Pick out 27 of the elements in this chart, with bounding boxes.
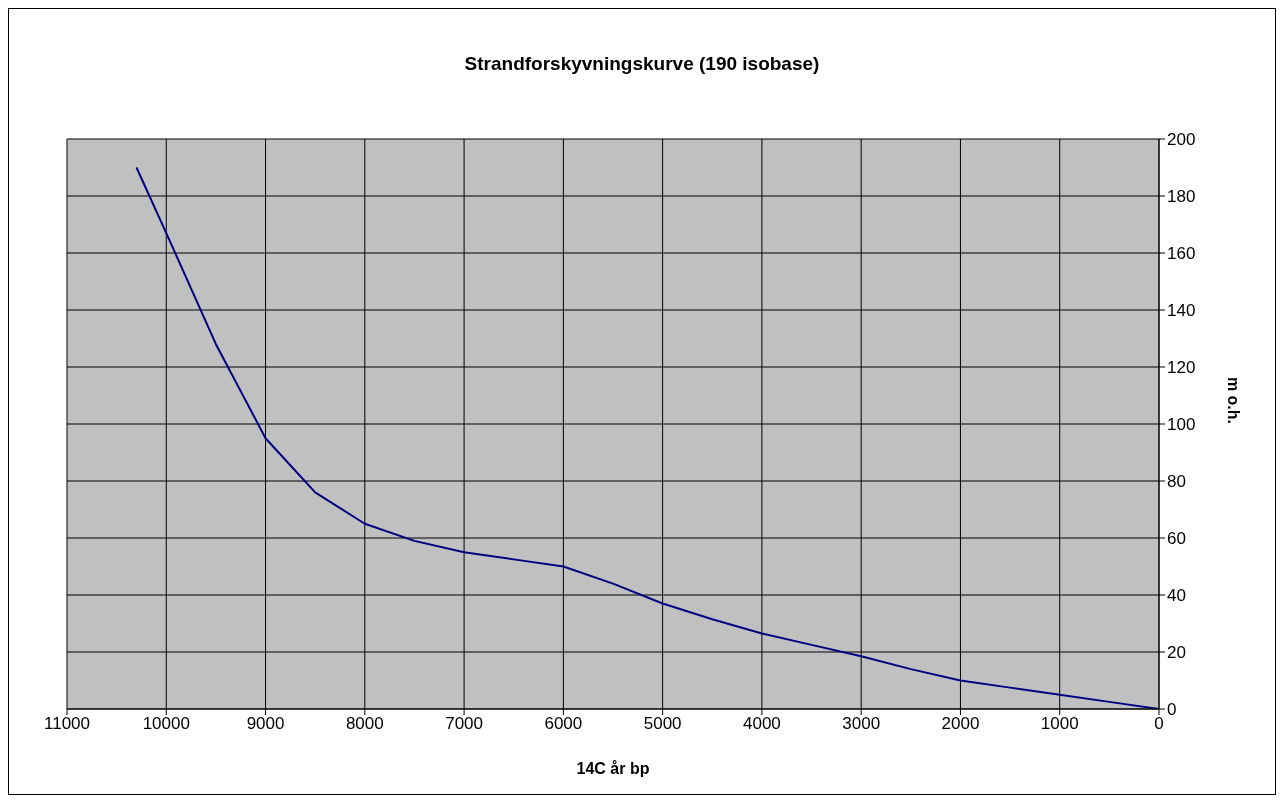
y-tick-label: 140	[1167, 301, 1196, 321]
x-tick-label: 8000	[345, 714, 384, 734]
y-axis-title: m o.h.	[1225, 376, 1243, 424]
x-tick-label: 1000	[1040, 714, 1079, 734]
y-tick-label: 180	[1167, 187, 1196, 207]
y-tick-label: 200	[1167, 130, 1196, 150]
x-tick-label: 2000	[941, 714, 980, 734]
x-tick-label: 10000	[142, 714, 190, 734]
y-tick-label: 40	[1167, 586, 1186, 606]
chart-title: Strandforskyvningskurve (190 isobase)	[463, 53, 821, 75]
x-axis-title: 14C år bp	[576, 760, 650, 777]
y-tick-label: 100	[1167, 415, 1196, 435]
x-tick-label: 4000	[743, 714, 781, 734]
x-tick-label: 6000	[544, 714, 583, 734]
x-tick-label: 11000	[43, 714, 91, 734]
y-tick-label: 20	[1167, 643, 1186, 663]
y-tick-label: 0	[1167, 700, 1177, 720]
x-tick-label: 9000	[246, 714, 285, 734]
line-series	[135, 166, 1159, 709]
y-tick-label: 80	[1167, 472, 1186, 492]
x-tick-label: 7000	[445, 714, 483, 734]
y-tick-label: 120	[1167, 358, 1196, 378]
x-tick-label: 3000	[842, 714, 881, 734]
y-tick-label: 60	[1167, 529, 1186, 549]
x-tick-label: 5000	[643, 714, 682, 734]
x-tick-label: 0	[1154, 714, 1164, 734]
y-tick-label: 160	[1167, 244, 1196, 264]
